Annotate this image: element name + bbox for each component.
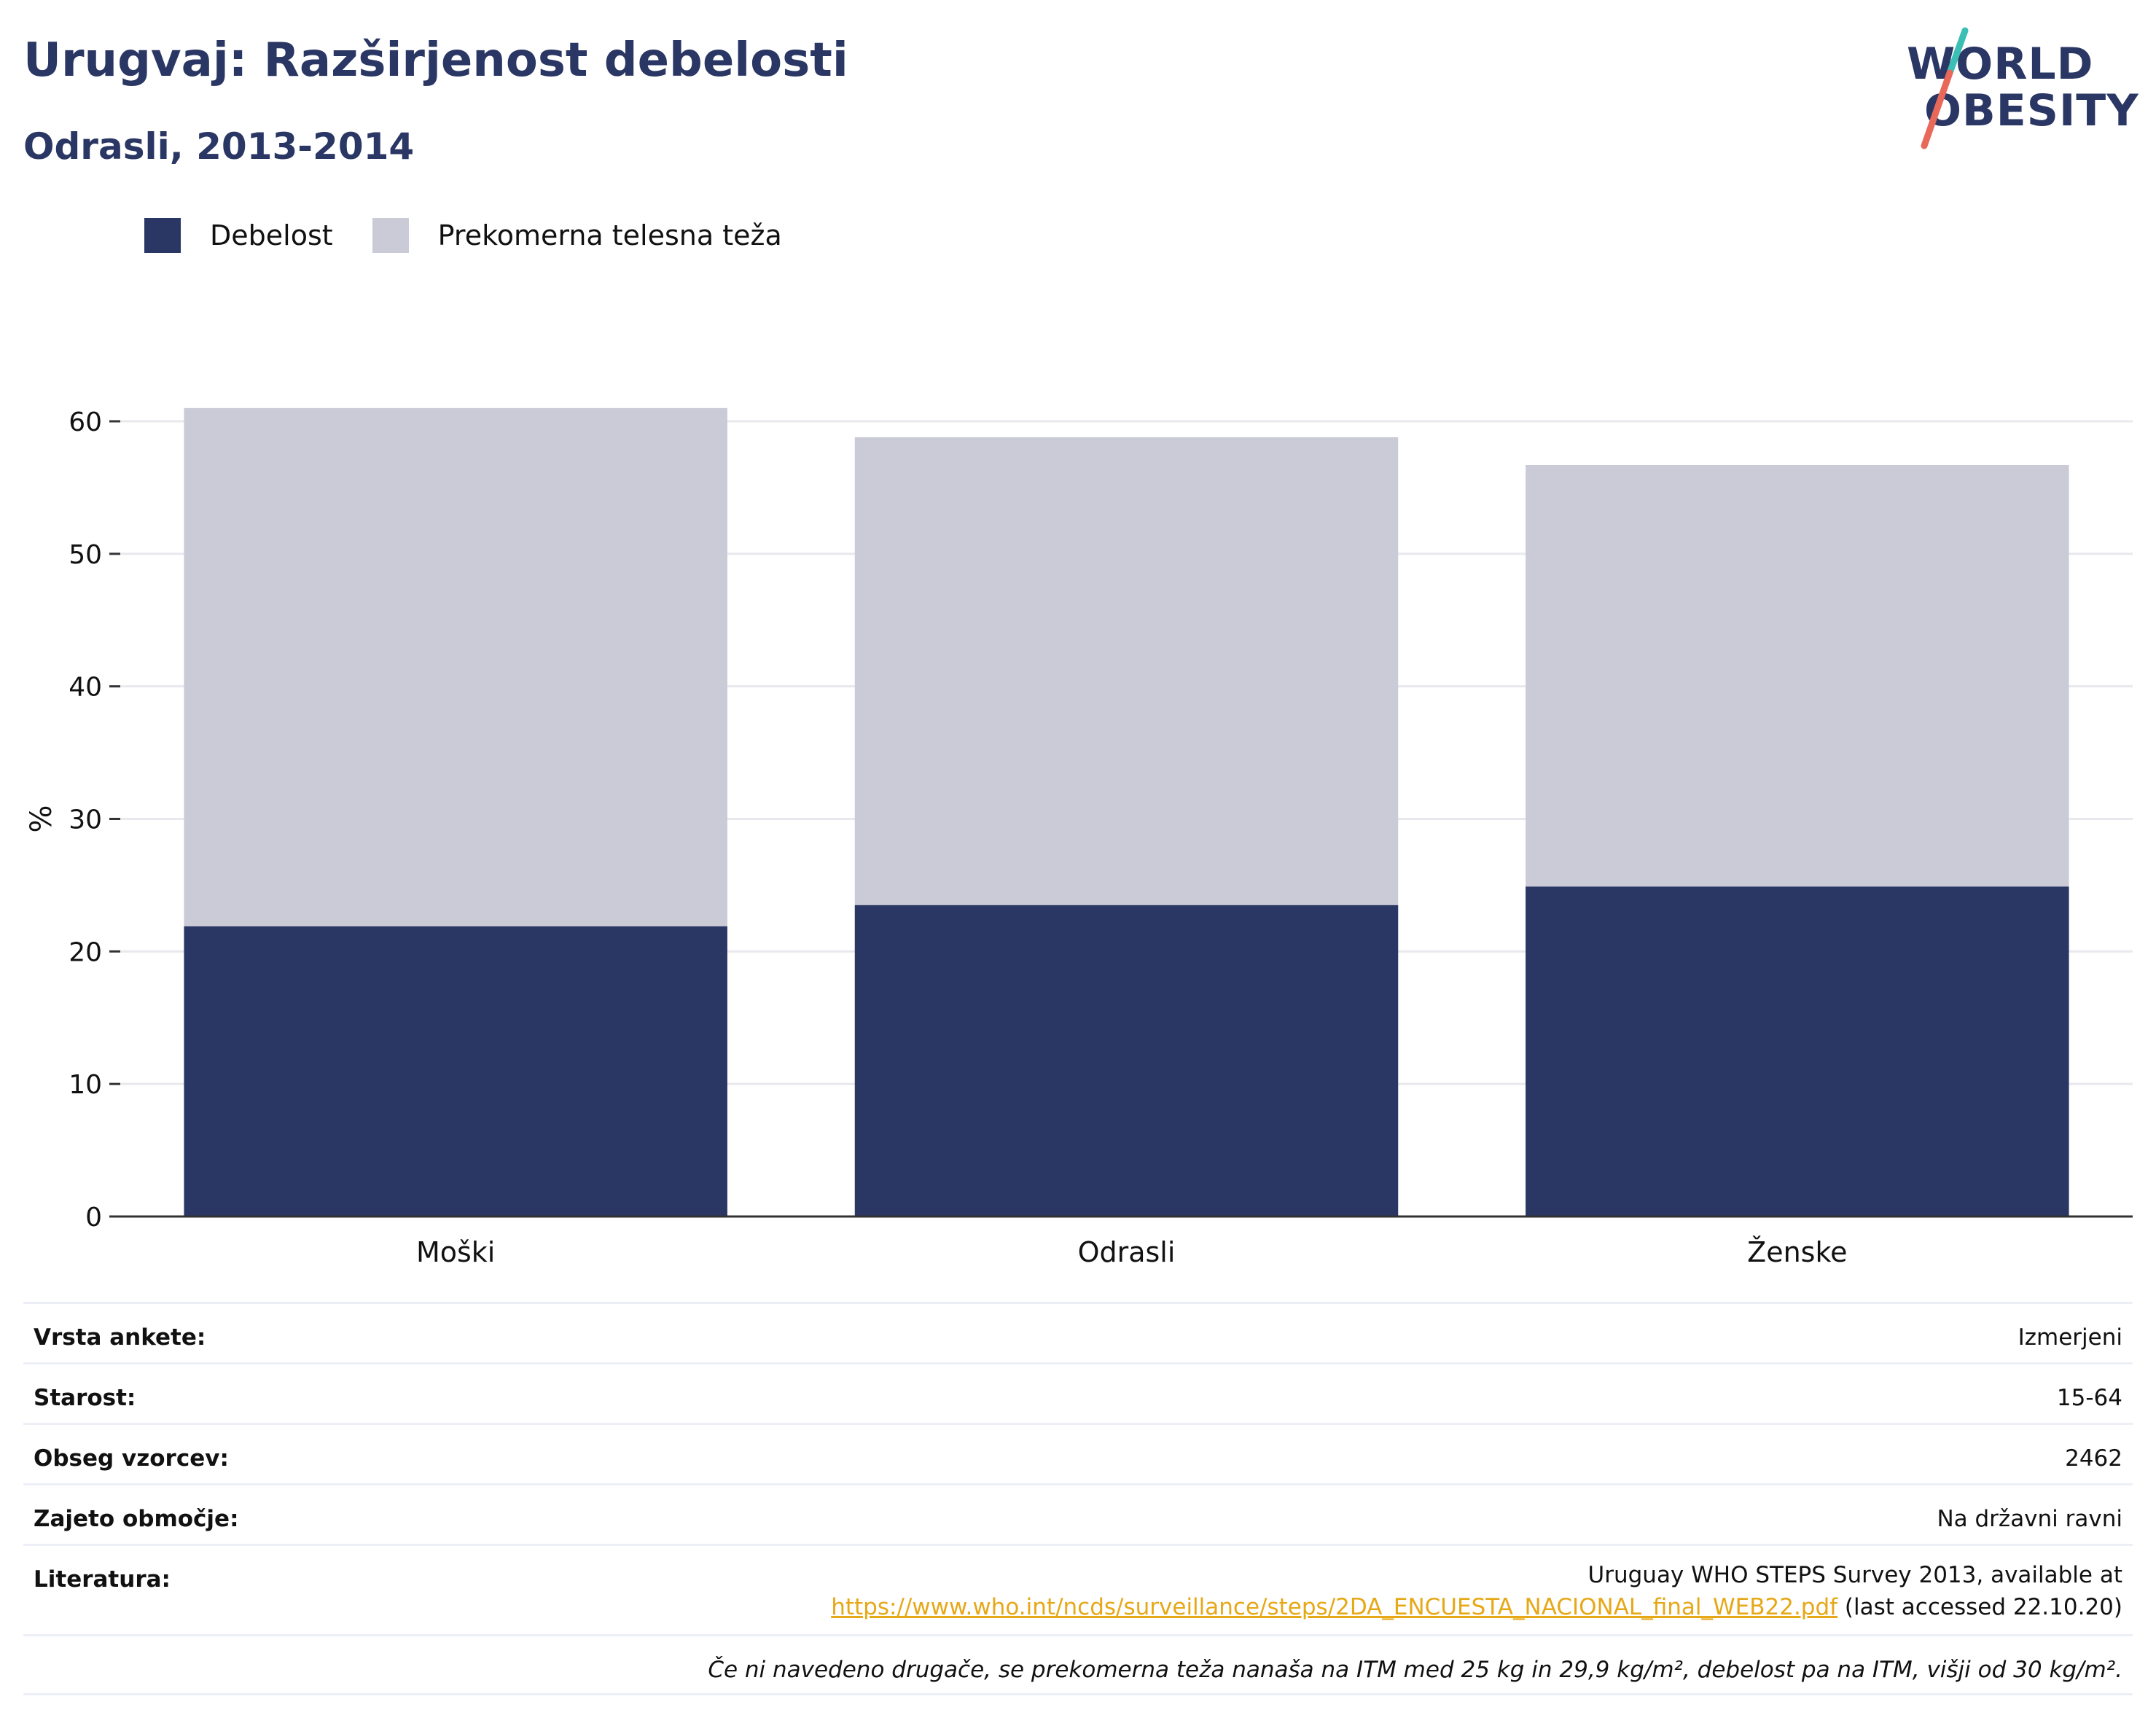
y-tick-label: 60: [69, 407, 102, 437]
info-key: Obseg vzorcev:: [34, 1445, 229, 1472]
y-tick-label: 0: [85, 1203, 102, 1233]
logo-slash-icon: [1921, 27, 1969, 149]
chart-subtitle: Odrasli, 2013-2014: [23, 125, 415, 168]
y-tick-label: 50: [69, 540, 102, 570]
y-tick-label: 30: [69, 805, 102, 835]
info-row-note: Če ni navedeno drugače, se prekomerna te…: [23, 1634, 2133, 1695]
literature-suffix: (last accessed 22.10.20): [1837, 1594, 2122, 1620]
bar-prekomerna-0: [184, 407, 727, 926]
world-obesity-logo[interactable]: WORLD OBESITY: [1895, 22, 2143, 160]
y-tick-label: 20: [69, 937, 102, 967]
info-key: Starost:: [34, 1385, 136, 1411]
info-row-sample-size: Obseg vzorcev: 2462: [23, 1423, 2133, 1483]
y-tick-label: 10: [69, 1070, 102, 1100]
literature-value: Uruguay WHO STEPS Survey 2013, available…: [831, 1546, 2122, 1634]
survey-info-table: Vrsta ankete: Izmerjeni Starost: 15-64 O…: [23, 1302, 2133, 1695]
y-tick-label: 40: [69, 673, 102, 703]
info-row-literature: Literatura: Uruguay WHO STEPS Survey 201…: [23, 1544, 2133, 1634]
info-value: Izmerjeni: [2018, 1324, 2122, 1351]
chart-title: Urugvaj: Razširjenost debelosti: [23, 34, 848, 87]
info-row-age: Starost: 15-64: [23, 1362, 2133, 1423]
info-value: Na državni ravni: [1937, 1506, 2122, 1532]
x-tick-label: Ženske: [1747, 1236, 1847, 1268]
y-axis-label: %: [25, 805, 58, 832]
legend-item-prekomerna[interactable]: Prekomerna telesna teža: [372, 218, 782, 253]
legend-swatch-prekomerna: [372, 218, 409, 253]
info-row-survey-type: Vrsta ankete: Izmerjeni: [23, 1302, 2133, 1362]
info-value: 2462: [2065, 1445, 2122, 1472]
definition-note: Če ni navedeno drugače, se prekomerna te…: [708, 1657, 2122, 1683]
legend-swatch-debelost: [144, 218, 181, 253]
info-key: Literatura:: [34, 1566, 171, 1593]
info-value: 15-64: [2056, 1385, 2122, 1411]
logo-line1: WORLD: [1907, 39, 2094, 90]
logo-line2: OBESITY: [1924, 85, 2139, 136]
literature-line1: Uruguay WHO STEPS Survey 2013, available…: [1587, 1562, 2122, 1588]
legend-item-debelost[interactable]: Debelost: [144, 218, 333, 253]
info-key: Vrsta ankete:: [34, 1324, 206, 1351]
info-key: Zajeto območje:: [34, 1506, 239, 1532]
bar-prekomerna-1: [854, 437, 1399, 905]
info-row-coverage: Zajeto območje: Na državni ravni: [23, 1483, 2133, 1544]
bar-debelost-1: [854, 905, 1399, 1216]
literature-link[interactable]: https://www.who.int/ncds/surveillance/st…: [831, 1594, 1838, 1620]
bar-debelost-2: [1526, 886, 2069, 1216]
legend-label-debelost: Debelost: [210, 219, 333, 251]
legend-label-prekomerna: Prekomerna telesna teža: [437, 219, 782, 251]
bar-prekomerna-2: [1526, 465, 2069, 887]
bar-debelost-0: [184, 926, 727, 1216]
chart-legend: Debelost Prekomerna telesna teža: [144, 217, 821, 254]
x-tick-label: Odrasli: [1078, 1236, 1176, 1268]
x-tick-label: Moški: [416, 1236, 495, 1268]
bar-chart: 0 10 20 30 40 50 60% Moški Odrasli Ženske: [25, 407, 2133, 1268]
